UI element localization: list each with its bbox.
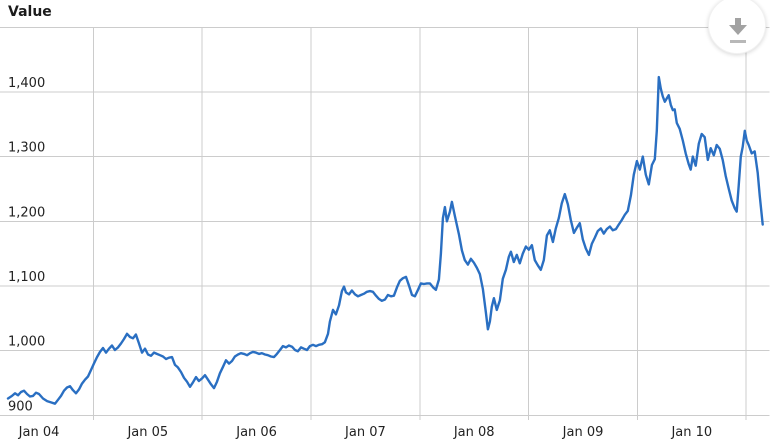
y-axis-label: 1,300 xyxy=(8,141,45,156)
y-axis-label: 900 xyxy=(8,399,33,414)
y-axis-label: 1,400 xyxy=(8,76,45,91)
x-axis-label: Jan 04 xyxy=(18,425,60,440)
download-button[interactable] xyxy=(708,0,766,54)
series-line[interactable] xyxy=(6,75,764,405)
x-axis-label: Jan 06 xyxy=(235,425,277,440)
y-axis-label: 1,000 xyxy=(8,335,45,350)
x-axis-label: Jan 05 xyxy=(126,425,168,440)
chart-title: Value xyxy=(8,4,52,20)
download-icon xyxy=(729,18,747,43)
x-axis-label: Jan 09 xyxy=(562,425,604,440)
y-axis-label: 1,100 xyxy=(8,270,45,285)
x-axis-label: Jan 10 xyxy=(670,425,712,440)
x-axis-label: Jan 07 xyxy=(344,425,386,440)
x-axis-label: Jan 08 xyxy=(453,425,495,440)
y-axis-label: 1,200 xyxy=(8,205,45,220)
